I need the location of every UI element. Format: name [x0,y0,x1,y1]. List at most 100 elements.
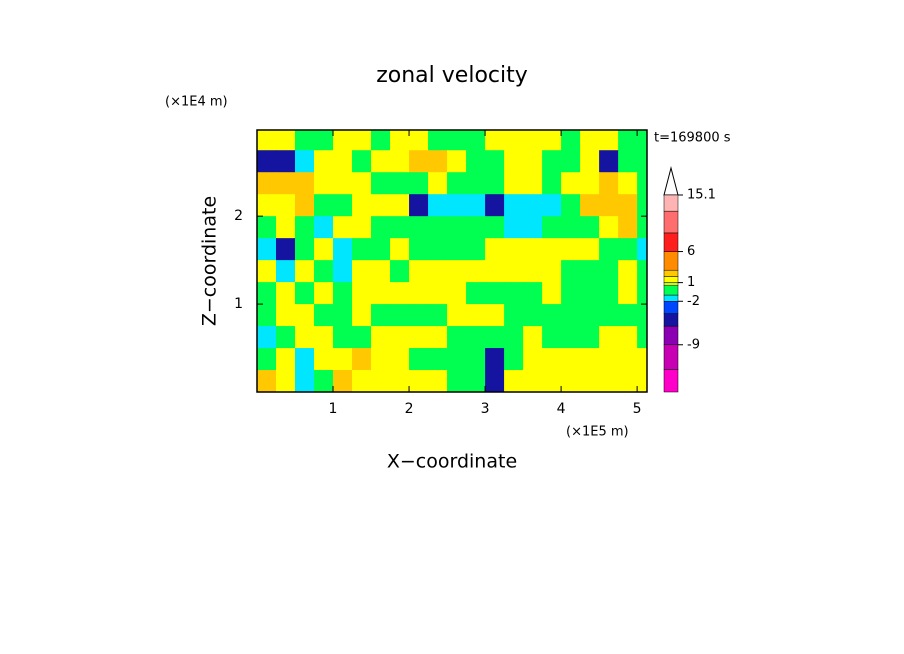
colorbar-band [663,369,679,393]
field-cell [542,238,562,261]
field-cell [390,194,410,217]
field-cell [485,238,505,261]
field-cell [352,216,372,239]
field-cell [333,348,353,371]
field-cell [295,370,315,392]
field-cell [580,304,600,327]
field-cell [485,326,505,349]
field-cell [618,130,638,151]
field-cell [447,348,467,371]
field-cell [485,260,505,283]
field-cell [561,172,581,195]
field-cell [504,282,524,305]
field-cell [314,348,334,371]
field-cell [295,150,315,173]
field-cell [428,282,448,305]
field-cell [599,238,619,261]
field-cell [390,172,410,195]
field-cell [466,282,486,305]
field-cell [428,238,448,261]
field-cell [504,150,524,173]
field-cell [485,194,505,217]
field-cell [618,260,638,283]
field-cell [428,130,448,151]
field-cell [333,326,353,349]
x-tick-label: 1 [329,401,338,417]
colorbar-band [663,282,679,286]
field-cell [447,194,467,217]
field-cell [504,172,524,195]
field-cell [523,326,543,349]
field-cell [257,238,277,261]
field-cell [637,370,647,392]
colorbar-band [663,276,679,283]
y-tick-label: 1 [234,296,243,312]
field-cell [542,130,562,151]
field-cell [314,238,334,261]
field-cell [637,150,647,173]
field-cell [428,260,448,283]
field-cell [333,238,353,261]
field-cell [637,260,647,283]
field-cell [314,194,334,217]
field-cell [314,282,334,305]
field-cell [618,282,638,305]
colorbar-band [663,285,679,296]
field-cell [485,150,505,173]
colorbar-tick-label: -2 [687,294,700,309]
field-cell [466,370,486,392]
x-axis-label: X−coordinate [387,451,517,473]
field-cell [314,130,334,151]
x-tick-label: 2 [405,401,414,417]
field-cell [599,370,619,392]
field-cell [447,150,467,173]
field-cell [428,304,448,327]
field-cell [276,260,296,283]
field-cell [409,370,429,392]
field-cell [390,238,410,261]
field-cell [542,348,562,371]
field-cell [580,238,600,261]
field-cell [599,172,619,195]
field-cell [561,238,581,261]
field-cell [618,172,638,195]
field-cell [504,304,524,327]
field-cell [580,370,600,392]
field-cell [447,326,467,349]
field-cell [257,216,277,239]
colorbar-tick-label: 6 [687,244,695,259]
field-cell [390,150,410,173]
field-cell [257,130,277,151]
x-unit: (×1E5 m) [566,425,629,440]
contour-field [257,130,647,392]
colorbar-band [663,344,679,370]
field-cell [352,130,372,151]
field-cell [637,326,647,349]
field-cell [523,260,543,283]
field-cell [371,348,391,371]
field-cell [428,172,448,195]
field-cell [447,238,467,261]
field-cell [561,348,581,371]
field-cell [599,260,619,283]
field-cell [314,216,334,239]
field-cell [523,348,543,371]
field-cell [314,172,334,195]
field-cell [257,370,277,392]
field-cell [561,216,581,239]
field-cell [637,172,647,195]
field-cell [618,304,638,327]
colorbar-band [663,251,679,271]
field-cell [580,130,600,151]
x-tick-label: 5 [633,401,642,417]
field-cell [314,304,334,327]
field-cell [580,282,600,305]
field-cell [599,304,619,327]
colorbar-band [663,210,679,234]
field-cell [371,326,391,349]
field-cell [542,282,562,305]
field-cell [371,130,391,151]
field-cell [504,326,524,349]
field-cell [447,172,467,195]
field-cell [580,260,600,283]
